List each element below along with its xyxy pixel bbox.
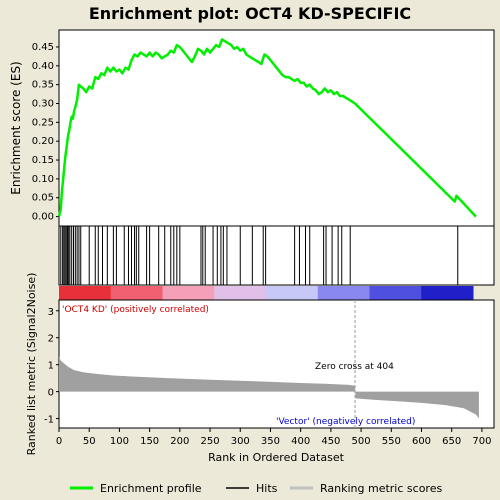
heatmap-segment — [317, 286, 370, 300]
ranking-metric-fill — [59, 356, 479, 419]
enrichment-profile — [57, 38, 477, 218]
rank-tick-label: 200 — [170, 436, 189, 447]
metric-tick-label: 0 — [48, 388, 54, 399]
rank-axis-label: Rank in Ordered Dataset — [208, 451, 345, 464]
hit-lines — [60, 226, 459, 285]
rank-axis-ticks: 0 50 100 150 200 250 300 350 400 450 500 550 600 650 7… — [56, 428, 491, 447]
es-tick-label: 0.45 — [32, 42, 54, 53]
positive-correlation-label: 'OCT4 KD' (positively correlated) — [62, 305, 209, 315]
legend-hits-label: Hits — [256, 482, 278, 495]
es-tick-label: 0.05 — [32, 193, 54, 204]
ranking-heatmap-bar — [59, 286, 474, 300]
legend-metric-label: Ranking metric scores — [320, 482, 442, 495]
rank-tick-label: 500 — [352, 436, 371, 447]
heatmap-segment — [369, 286, 422, 300]
rank-tick-label: 0 — [56, 436, 62, 447]
hits-panel — [58, 225, 495, 286]
rank-tick-label: 50 — [83, 436, 96, 447]
es-tick-label: 0.25 — [32, 117, 54, 128]
rank-tick-label: 450 — [321, 436, 340, 447]
chart-title: Enrichment plot: OCT4 KD-SPECIFIC — [89, 4, 411, 23]
metric-tick-label: -1 — [44, 415, 54, 426]
enrichment-profile-line — [57, 38, 477, 218]
rank-tick-label: 150 — [140, 436, 159, 447]
rank-tick-label: 600 — [412, 436, 431, 447]
negative-correlation-label: 'Vector' (negatively correlated) — [276, 417, 415, 427]
rank-tick-label: 550 — [382, 436, 401, 447]
heatmap-segment — [266, 286, 319, 300]
rank-tick-label: 400 — [291, 436, 310, 447]
heatmap-segment — [59, 286, 112, 300]
metric-axis-label: Ranked list metric (Signal2Noise) — [25, 273, 38, 456]
es-tick-label: 0.40 — [32, 61, 54, 72]
metric-tick-label: 1 — [48, 361, 54, 372]
es-axis-label: Enrichment score (ES) — [9, 61, 23, 194]
metric-tick-label: 3 — [48, 307, 54, 318]
es-tick-label: 0.00 — [32, 212, 54, 223]
es-tick-label: 0.20 — [32, 136, 54, 147]
es-axis-ticks: 0.00 0.05 0.10 0.15 0.20 0.25 0.30 0.35 0.40 0.45 — [32, 42, 59, 223]
heatmap-segment — [162, 286, 215, 300]
legend: Enrichment profile Hits Ranking metric s… — [63, 477, 448, 497]
rank-tick-label: 700 — [472, 436, 491, 447]
rank-tick-label: 100 — [110, 436, 129, 447]
ranking-metric-area — [59, 356, 479, 419]
es-tick-label: 0.10 — [32, 174, 54, 185]
es-tick-label: 0.30 — [32, 99, 54, 110]
metric-tick-label: 2 — [48, 334, 54, 345]
es-tick-label: 0.15 — [32, 155, 54, 166]
rank-tick-label: 250 — [200, 436, 219, 447]
enrichment-score-panel: 0.00 0.05 0.10 0.15 0.20 0.25 0.30 0.35 0.40 0.45 — [32, 29, 495, 227]
heatmap-segment — [214, 286, 267, 300]
heatmap-segment — [110, 286, 163, 300]
rank-tick-label: 350 — [261, 436, 280, 447]
rank-tick-label: 300 — [231, 436, 250, 447]
es-tick-label: 0.35 — [32, 80, 54, 91]
ranked-metric-panel: -1 0 1 2 3 Zero cross at 404 'OCT4 KD' (posi… — [44, 299, 495, 429]
metric-axis-ticks: -1 0 1 2 3 — [44, 307, 59, 426]
legend-enrichment-label: Enrichment profile — [100, 482, 202, 495]
heatmap-segment — [421, 286, 474, 300]
zero-cross-label: Zero cross at 404 — [315, 362, 394, 372]
rank-tick-label: 650 — [442, 436, 461, 447]
